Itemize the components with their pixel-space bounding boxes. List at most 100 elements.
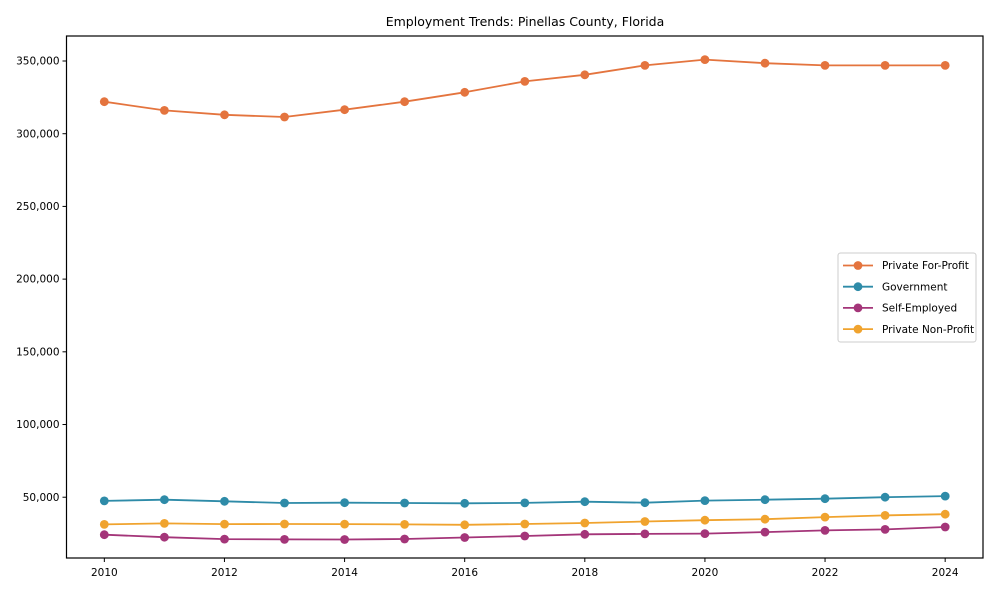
- x-tick-label: 2016: [451, 567, 478, 579]
- series-self-employed: [99, 522, 950, 544]
- series-government: [99, 491, 950, 508]
- data-point-government: [99, 496, 109, 506]
- data-point-self-employed: [700, 529, 710, 538]
- data-point-private-for-profit: [280, 112, 289, 122]
- data-point-private-for-profit: [820, 61, 830, 70]
- data-point-self-employed: [99, 530, 109, 540]
- x-tick-label: 2024: [932, 567, 959, 579]
- x-tick-label: 2014: [331, 567, 358, 579]
- data-point-private-for-profit: [700, 55, 710, 64]
- data-point-self-employed: [160, 532, 169, 542]
- legend-marker: [853, 282, 863, 292]
- series-private-for-profit: [99, 55, 950, 122]
- series-line-private-for-profit: [103, 58, 947, 118]
- y-tick-label: 300,000: [16, 128, 59, 140]
- legend-item-private-for-profit: Private For-Profit: [843, 260, 969, 272]
- legend-marker: [853, 261, 863, 270]
- plot-area: 50,000 100,000 150,000 200,000 250,000 300,00…: [16, 35, 984, 579]
- data-point-private-non-profit: [820, 512, 830, 522]
- legend-item-government: Government: [843, 281, 947, 293]
- data-point-private-non-profit: [460, 520, 470, 530]
- data-point-private-non-profit: [160, 519, 169, 528]
- data-point-government: [520, 498, 530, 508]
- data-point-government: [820, 494, 830, 504]
- data-point-private-non-profit: [760, 514, 770, 524]
- legend-box: [837, 252, 977, 343]
- legend-label: Government: [882, 281, 947, 293]
- data-point-private-non-profit: [340, 519, 349, 529]
- data-point-private-for-profit: [940, 61, 950, 70]
- data-point-self-employed: [580, 529, 590, 539]
- data-point-government: [220, 496, 229, 506]
- data-point-private-non-profit: [880, 511, 890, 520]
- data-point-private-for-profit: [880, 61, 890, 70]
- data-point-government: [700, 496, 710, 505]
- data-point-private-for-profit: [460, 87, 470, 97]
- data-point-private-for-profit: [220, 110, 229, 120]
- data-point-government: [160, 495, 169, 505]
- data-point-self-employed: [520, 531, 530, 541]
- x-tick-label: 2012: [211, 567, 238, 579]
- data-point-private-for-profit: [760, 58, 770, 68]
- data-point-self-employed: [400, 534, 409, 544]
- data-point-self-employed: [940, 522, 950, 532]
- data-point-government: [400, 498, 409, 508]
- legend-marker: [853, 324, 863, 334]
- data-point-private-non-profit: [400, 520, 409, 529]
- legend-label: Private Non-Profit: [882, 324, 974, 336]
- legend-label: Self-Employed: [882, 303, 957, 315]
- data-point-private-non-profit: [520, 519, 530, 529]
- data-point-private-for-profit: [640, 61, 650, 70]
- data-point-private-non-profit: [700, 515, 710, 525]
- x-axis: 2010 2012 2014 2016 2018 2020 2022 2024: [91, 558, 959, 579]
- data-point-self-employed: [640, 529, 650, 539]
- chart-title: Employment Trends: Pinellas County, Flor…: [386, 14, 665, 29]
- data-point-self-employed: [220, 534, 229, 544]
- data-point-self-employed: [880, 525, 890, 534]
- x-tick-label: 2010: [91, 567, 118, 579]
- data-point-private-non-profit: [580, 518, 590, 528]
- legend: Private For-Profit Government Self-Employe…: [837, 252, 977, 343]
- data-point-government: [640, 498, 650, 508]
- data-point-self-employed: [460, 533, 470, 542]
- data-point-private-for-profit: [520, 77, 530, 86]
- data-point-private-for-profit: [160, 106, 169, 115]
- data-point-government: [460, 498, 470, 508]
- data-point-government: [280, 498, 289, 508]
- data-point-private-for-profit: [400, 97, 409, 107]
- data-point-private-non-profit: [640, 517, 650, 526]
- data-point-government: [580, 497, 590, 507]
- y-tick-label: 100,000: [16, 419, 59, 431]
- data-point-self-employed: [820, 526, 830, 535]
- data-point-self-employed: [340, 535, 349, 544]
- data-point-private-for-profit: [99, 97, 109, 107]
- data-point-government: [880, 492, 890, 502]
- data-point-government: [340, 498, 349, 508]
- x-tick-label: 2020: [692, 567, 719, 579]
- y-tick-label: 350,000: [16, 56, 59, 68]
- data-point-private-for-profit: [340, 105, 349, 115]
- legend-item-self-employed: Self-Employed: [843, 303, 957, 315]
- x-tick-label: 2018: [571, 567, 598, 579]
- data-point-private-non-profit: [99, 520, 109, 529]
- series-private-non-profit: [99, 509, 950, 530]
- data-point-government: [760, 495, 770, 505]
- data-point-private-non-profit: [280, 519, 289, 529]
- data-point-private-non-profit: [220, 519, 229, 529]
- x-tick-label: 2022: [812, 567, 839, 579]
- y-tick-label: 50,000: [23, 492, 60, 504]
- legend-item-private-non-profit: Private Non-Profit: [843, 324, 974, 336]
- data-point-self-employed: [760, 527, 770, 537]
- data-point-private-for-profit: [580, 70, 590, 80]
- y-tick-label: 250,000: [16, 201, 59, 213]
- data-point-self-employed: [280, 535, 289, 544]
- y-tick-label: 150,000: [16, 346, 59, 358]
- legend-marker: [853, 303, 863, 313]
- y-axis: 50,000 100,000 150,000 200,000 250,000 300,00…: [16, 56, 67, 504]
- y-tick-label: 200,000: [16, 274, 59, 286]
- plot-border: [65, 35, 984, 559]
- data-point-private-non-profit: [940, 509, 950, 519]
- data-point-government: [940, 491, 950, 501]
